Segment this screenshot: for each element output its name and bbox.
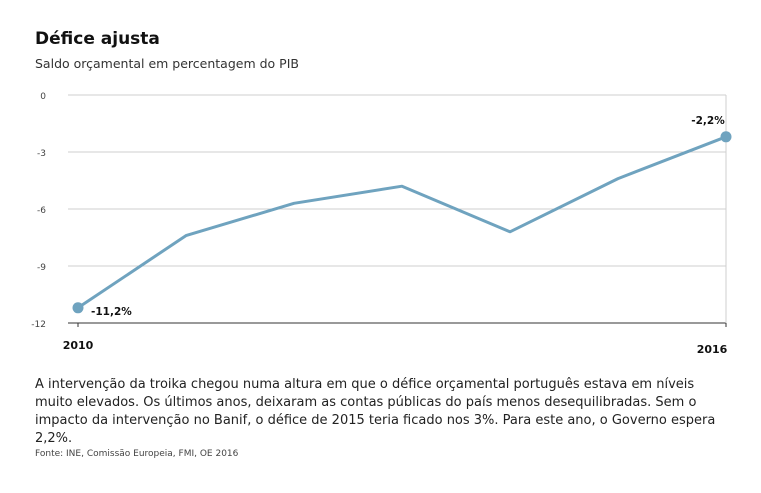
data-label: -11,2% bbox=[91, 306, 132, 318]
y-tick-label: -12 bbox=[31, 320, 46, 330]
x-tick-label: 2010 bbox=[63, 339, 94, 352]
data-label: -2,2% bbox=[691, 115, 725, 127]
y-tick-label: 0 bbox=[40, 92, 46, 102]
chart-title: Défice ajusta bbox=[35, 29, 160, 49]
chart-subtitle: Saldo orçamental em percentagem do PIB bbox=[35, 56, 299, 71]
source-note: Fonte: INE, Comissão Europeia, FMI, OE 2… bbox=[35, 449, 239, 459]
x-tick-label: 2016 bbox=[697, 343, 728, 356]
line-chart: 0 -3 -6 -9 -12 2010 2016 -11,2% -2,2% bbox=[31, 92, 732, 356]
data-point bbox=[720, 131, 732, 143]
y-tick-label: -9 bbox=[37, 263, 46, 273]
series-line bbox=[76, 135, 728, 310]
y-tick-label: -3 bbox=[37, 149, 46, 159]
y-tick-label: -6 bbox=[37, 206, 46, 216]
data-point bbox=[72, 302, 84, 314]
chart-description: A intervenção da troika chegou numa altu… bbox=[35, 377, 716, 446]
